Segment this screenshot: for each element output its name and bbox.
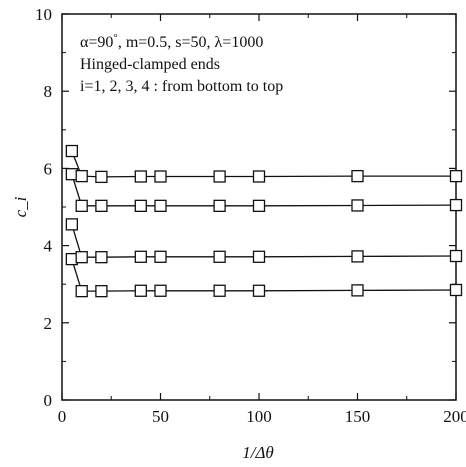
data-point-marker — [252, 170, 266, 183]
data-point-marker — [449, 283, 463, 297]
data-point-marker — [252, 250, 266, 263]
data-point-marker — [351, 199, 364, 212]
data-point-marker — [134, 284, 147, 297]
data-point-marker — [95, 199, 108, 212]
x-axis-label: 1/Δθ — [242, 443, 274, 462]
x-tick-label: 100 — [246, 407, 272, 426]
series-layer — [65, 144, 463, 298]
data-point-marker — [95, 251, 108, 264]
series-4 — [65, 144, 463, 184]
data-point-marker — [449, 249, 463, 263]
y-tick-label: 0 — [44, 391, 53, 410]
x-tick-label: 50 — [152, 407, 169, 426]
series-3 — [65, 168, 463, 212]
y-tick-label: 2 — [44, 314, 53, 333]
data-point-marker — [134, 250, 147, 263]
data-point-marker — [154, 250, 167, 263]
y-tick-label: 4 — [44, 237, 53, 256]
x-tick-label: 200 — [443, 407, 466, 426]
data-point-marker — [95, 284, 108, 298]
data-point-marker — [449, 198, 463, 212]
data-point-marker — [213, 199, 226, 212]
data-point-marker — [75, 199, 88, 212]
data-point-marker — [449, 169, 463, 183]
data-point-marker — [65, 144, 78, 158]
annotation-parameters: α=90°, m=0.5, s=50, λ=1000 — [80, 32, 263, 51]
data-point-marker — [213, 250, 226, 263]
data-point-marker — [154, 170, 167, 183]
data-point-marker — [95, 170, 108, 184]
data-point-marker — [213, 284, 226, 297]
data-point-marker — [75, 284, 88, 298]
data-point-marker — [351, 169, 364, 183]
annotations: α=90°, m=0.5, s=50, λ=1000 Hinged-clamped… — [80, 32, 283, 95]
data-point-marker — [213, 170, 226, 183]
data-point-marker — [75, 169, 88, 183]
series-1 — [65, 252, 463, 298]
data-point-marker — [134, 170, 147, 183]
y-tick-label: 8 — [44, 82, 53, 101]
data-point-marker — [154, 199, 167, 212]
y-tick-label: 10 — [35, 5, 52, 24]
data-point-marker — [252, 284, 266, 297]
annotation-boundary: Hinged-clamped ends — [80, 56, 220, 73]
data-point-marker — [154, 284, 167, 297]
x-tick-label: 0 — [58, 407, 67, 426]
series-2 — [65, 218, 463, 264]
x-tick-label: 150 — [345, 407, 371, 426]
data-point-marker — [134, 199, 147, 212]
data-point-marker — [351, 250, 364, 263]
annotation-series-order: i=1, 2, 3, 4 : from bottom to top — [80, 78, 283, 95]
data-point-marker — [351, 284, 364, 297]
data-point-marker — [252, 199, 266, 212]
y-axis-label: c_i — [11, 196, 30, 217]
y-tick-label: 6 — [44, 159, 53, 178]
data-point-marker — [65, 218, 78, 231]
data-point-marker — [75, 251, 88, 264]
